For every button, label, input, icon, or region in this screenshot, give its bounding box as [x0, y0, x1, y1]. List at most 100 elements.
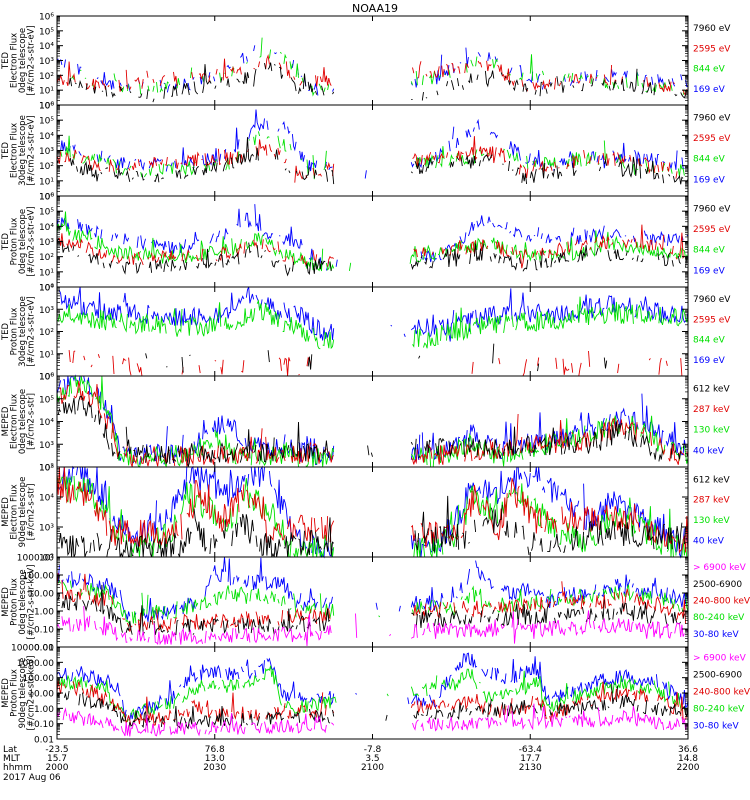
y-axis-label: [#/cm2-s-str-keV] — [27, 565, 37, 640]
x-row-label: Lat — [3, 745, 18, 755]
y-tick-label: 10² — [39, 464, 54, 474]
y-axis-label: [#/cm2-s-str-eV] — [27, 115, 37, 185]
x-row-label: 2017 Aug 06 — [3, 773, 61, 783]
y-axis-label: 90deg telescope — [18, 658, 28, 729]
y-axis-label: TED — [1, 141, 11, 160]
y-tick-label: 10⁵ — [39, 27, 54, 37]
x-tick-label: 2200 — [677, 763, 700, 773]
x-tick-label: 36.6 — [678, 745, 698, 755]
legend-entry: 130 keV — [693, 516, 730, 526]
legend-entry: > 6900 keV — [693, 653, 747, 663]
series-line-169-ev — [58, 286, 689, 342]
legend-entry: 7960 eV — [693, 295, 731, 305]
legend-entry: 30-80 keV — [693, 630, 739, 640]
x-row-label: MLT — [3, 754, 21, 764]
y-tick-label: 10³ — [39, 306, 54, 316]
legend-entry: 7960 eV — [693, 113, 731, 123]
y-axis-label: [#/cm2-s-str] — [27, 393, 37, 450]
y-axis-label: 0deg telescope — [18, 28, 28, 93]
legend-entry: 844 eV — [693, 336, 726, 346]
y-tick-label: 10⁵ — [39, 117, 54, 127]
legend-entry: 169 eV — [693, 175, 726, 185]
y-axis-label: Proton Flux — [10, 218, 20, 266]
x-tick-label: 17.7 — [520, 754, 540, 764]
legend-entry: 612 keV — [693, 475, 730, 485]
x-tick-label: 2030 — [203, 763, 226, 773]
y-tick-label: 10¹ — [39, 350, 54, 360]
y-axis-label: MEPED — [1, 497, 11, 527]
legend-entry: 844 eV — [693, 65, 726, 75]
y-tick-label: 10⁰ — [39, 193, 54, 203]
x-tick-label: 76.8 — [205, 745, 225, 755]
y-tick-label: 10000.00 — [11, 644, 54, 654]
y-axis-label: 30deg telescope — [18, 296, 28, 367]
y-tick-label: 1000.00 — [17, 554, 54, 564]
y-tick-label: 0.10 — [34, 720, 54, 730]
legend-entry: 130 keV — [693, 426, 730, 436]
y-tick-label: 10¹ — [39, 268, 54, 278]
chart-title: NOAA19 — [352, 2, 398, 15]
y-axis-label: Electron Flux — [10, 33, 20, 88]
y-tick-label: 10⁵ — [39, 464, 54, 474]
x-row-label: hhmm — [3, 763, 32, 773]
legend-entry: 80-240 keV — [693, 704, 745, 714]
legend-entry: 2595 eV — [693, 315, 731, 325]
y-tick-label: 10² — [39, 162, 54, 172]
legend-entry: 30-80 keV — [693, 722, 739, 732]
y-tick-label: 10⁴ — [39, 494, 54, 504]
x-tick-label: 2130 — [519, 763, 542, 773]
y-tick-label: 10² — [39, 554, 54, 564]
y-axis-label: Electron Flux — [10, 484, 20, 539]
y-tick-label: 10⁶ — [39, 193, 54, 203]
y-axis-label: MEPED — [1, 587, 11, 617]
y-axis-label: [#/cm2-s-str-eV] — [27, 25, 37, 95]
y-tick-label: 10⁴ — [39, 42, 54, 52]
x-tick-label: 2100 — [361, 763, 384, 773]
panel-7: 0.01 0.10 1.00 10.00 100.00 1000.00 MEPEDProto… — [1, 554, 750, 654]
series-line-612-kev — [57, 395, 689, 468]
y-tick-label: 10² — [39, 328, 54, 338]
legend-entry: 2500-6900 — [693, 580, 742, 590]
series-line-844-ev — [71, 37, 685, 97]
legend-entry: 287 keV — [693, 496, 730, 506]
y-tick-label: 10.00 — [28, 690, 54, 700]
y-tick-label: 0.10 — [34, 626, 54, 636]
legend-entry: 612 keV — [693, 384, 730, 394]
series-line-30-80-kev — [56, 652, 689, 721]
y-axis-label: 0deg telescope — [18, 569, 28, 634]
y-axis-label: [#/cm2-s-str] — [27, 484, 37, 541]
y-axis-label: [#/cm2-s-str-eV] — [27, 206, 37, 276]
y-tick-label: 10.00 — [28, 590, 54, 600]
y-tick-label: 10³ — [39, 524, 54, 534]
legend-entry: 169 eV — [693, 356, 726, 366]
y-tick-label: 100.00 — [23, 674, 55, 684]
x-tick-label: -23.5 — [45, 745, 68, 755]
series-line-844-ev — [56, 296, 689, 350]
legend-entry: 240-800 keV — [693, 687, 750, 697]
panel-8: 0.01 0.10 1.00 10.00 100.00 1000.00 10000.00 ME… — [1, 644, 750, 746]
legend-entry: 2595 eV — [693, 134, 731, 144]
series-line-7960-ev — [56, 137, 689, 185]
legend-entry: 287 keV — [693, 405, 730, 415]
y-tick-label: 1.00 — [34, 705, 54, 715]
legend-entry: 40 keV — [693, 446, 725, 456]
y-tick-label: 10¹ — [39, 87, 54, 97]
y-tick-label: 10⁶ — [39, 373, 54, 383]
y-tick-label: 10⁴ — [39, 223, 54, 233]
y-tick-label: 10³ — [39, 441, 54, 451]
y-axis-label: [#/cm2-s-str-eV] — [27, 296, 37, 366]
y-tick-label: 1.00 — [34, 608, 54, 618]
y-tick-label: 10⁰ — [39, 373, 54, 383]
legend-entry: 80-240 keV — [693, 613, 745, 623]
y-tick-label: 10³ — [39, 57, 54, 67]
y-axis-label: MEPED — [1, 406, 11, 436]
legend-entry: 2595 eV — [693, 225, 731, 235]
y-axis-label: Electron Flux — [10, 394, 20, 449]
y-axis-label: MEPED — [1, 678, 11, 708]
